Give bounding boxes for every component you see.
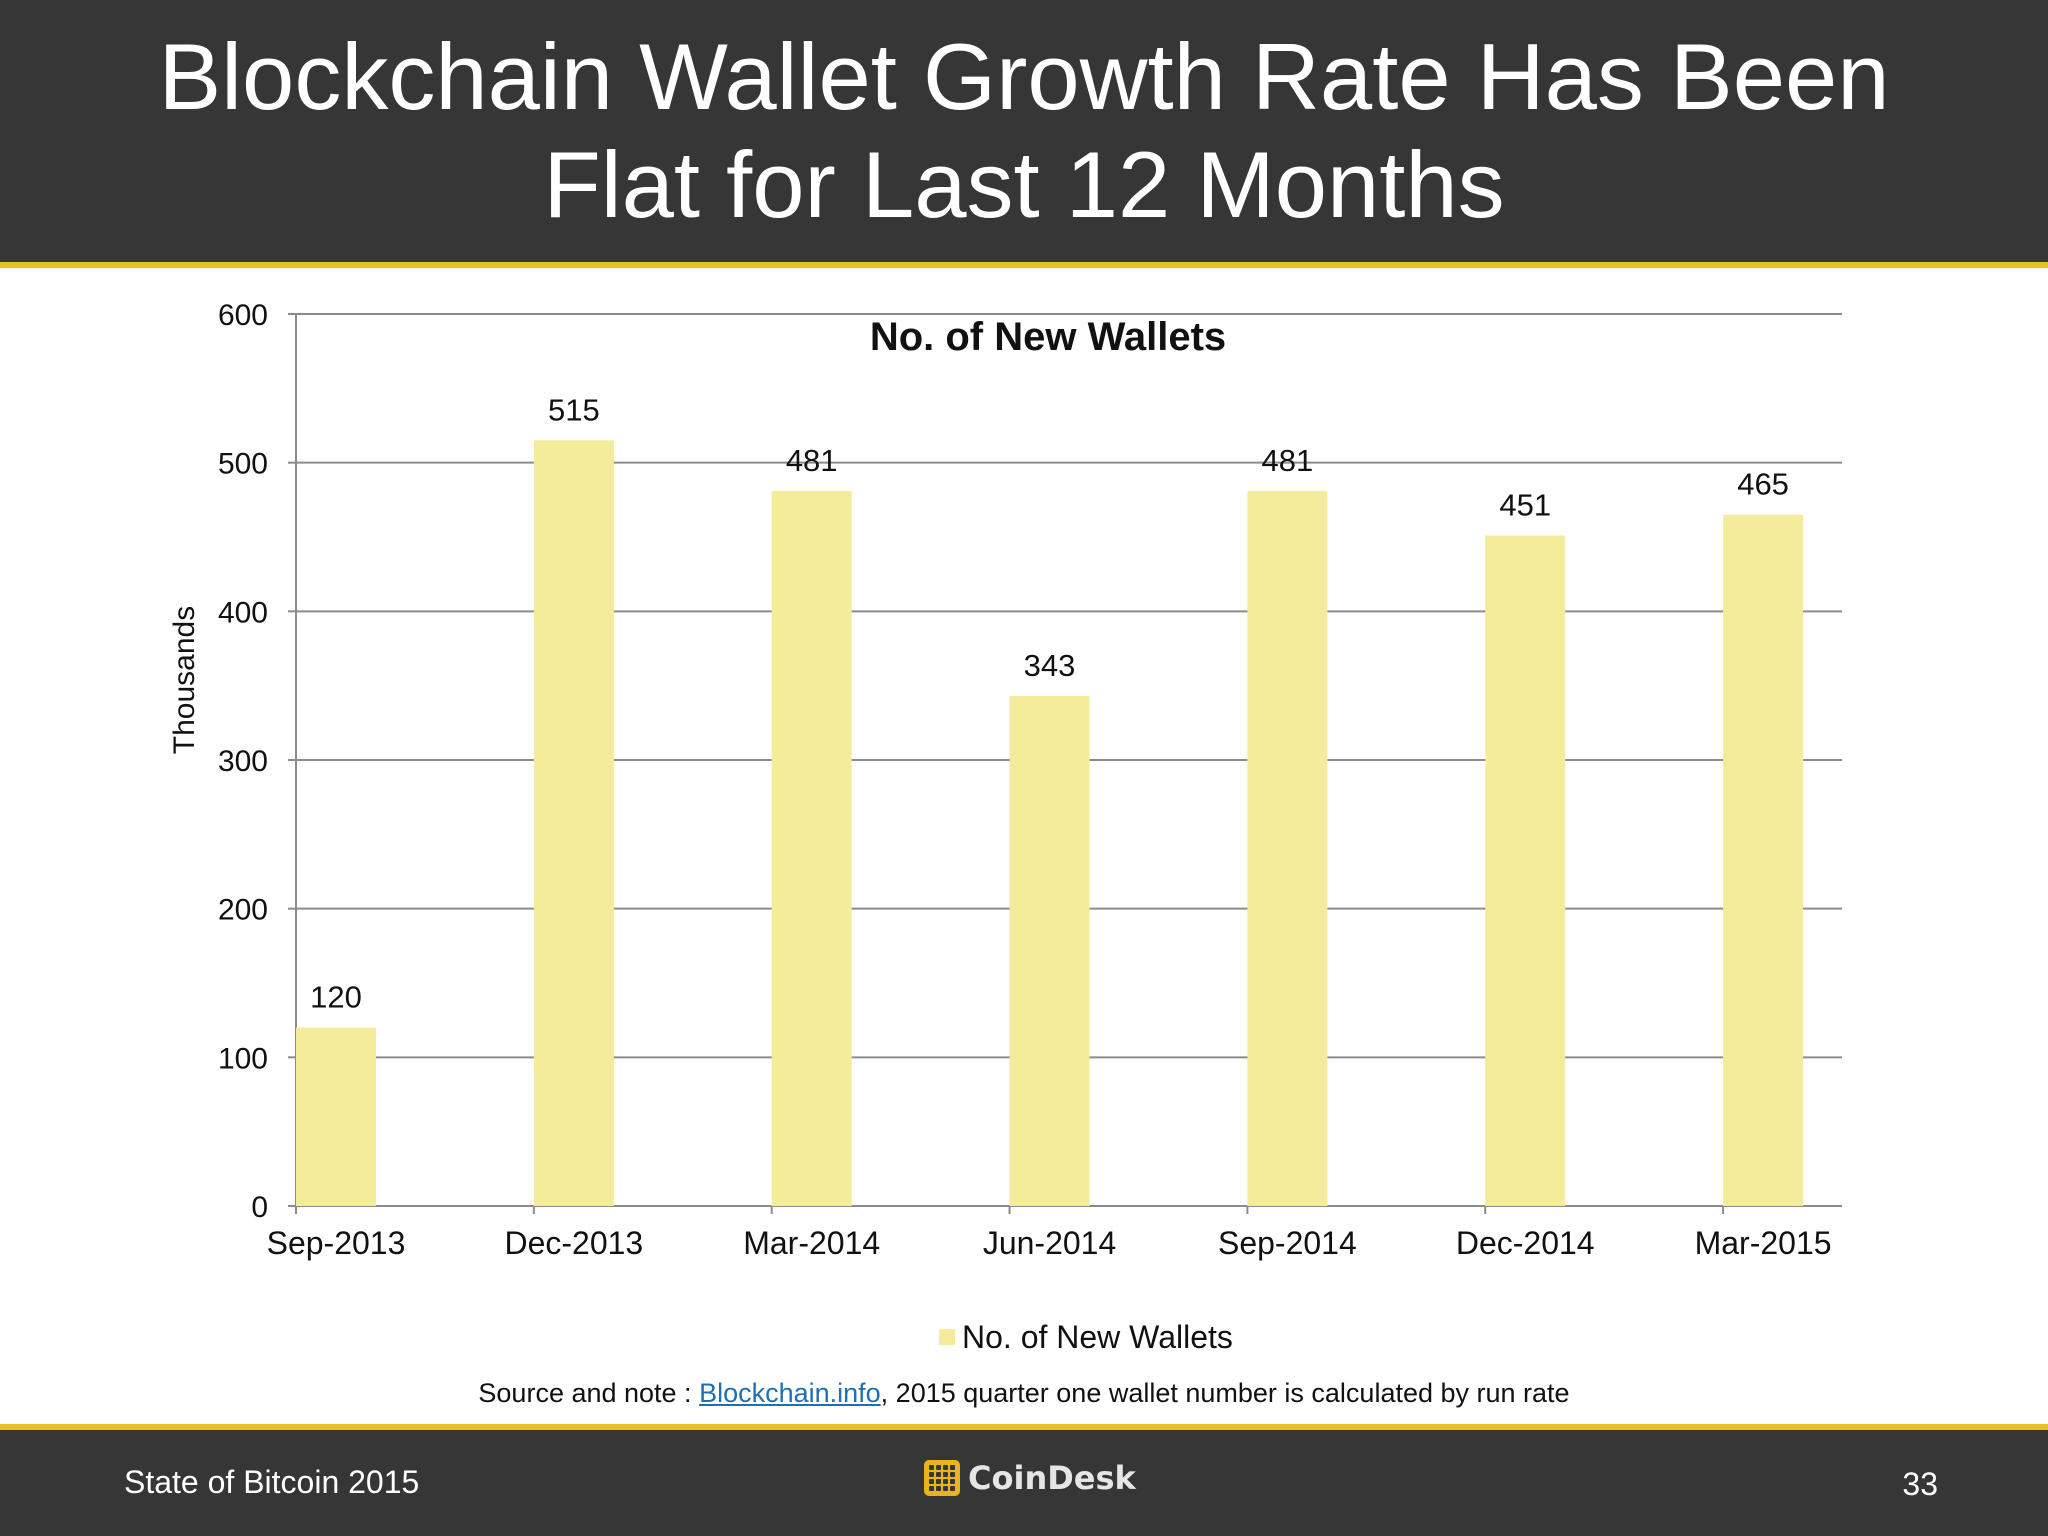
footer-deck-title: State of Bitcoin 2015 — [124, 1464, 420, 1500]
source-prefix: Source and note : — [478, 1378, 700, 1408]
bar-dec-2013 — [533, 440, 614, 1206]
x-tick-label: Sep-2014 — [1218, 1225, 1357, 1261]
bar-mar-2015 — [1723, 514, 1804, 1206]
data-label: 481 — [786, 443, 838, 478]
x-tick-label: Dec-2013 — [504, 1225, 643, 1261]
slide-title-line-1: Blockchain Wallet Growth Rate Has Been — [158, 24, 1890, 129]
slide-footer: State of Bitcoin 2015 CoinDesk 33 — [0, 1424, 2048, 1536]
y-tick-label: 100 — [218, 1042, 268, 1075]
brand-logo: CoinDesk — [924, 1458, 1136, 1498]
x-tick-label: Mar-2015 — [1695, 1225, 1832, 1261]
y-tick-label: 600 — [218, 299, 268, 332]
bar-sep-2013 — [296, 1027, 376, 1206]
x-tick-label: Jun-2014 — [983, 1225, 1116, 1261]
y-tick-label: 400 — [218, 596, 268, 629]
data-label: 343 — [1024, 648, 1076, 683]
bar-sep-2014 — [1247, 490, 1328, 1206]
x-tick-label: Dec-2014 — [1456, 1225, 1595, 1261]
bar-chart: 0 100 200 300 400 500 600 Thousands No. of New W… — [168, 299, 1842, 1355]
data-label: 515 — [548, 392, 600, 427]
slide-title-line-2: Flat for Last 12 Months — [543, 132, 1505, 237]
page-number: 33 — [1902, 1466, 1938, 1502]
bar-jun-2014 — [1009, 696, 1090, 1206]
source-link[interactable]: Blockchain.info — [699, 1378, 881, 1408]
coindesk-icon — [924, 1460, 960, 1496]
chart-title: No. of New Wallets — [870, 315, 1226, 359]
bar-dec-2014 — [1485, 535, 1566, 1206]
legend-swatch — [939, 1329, 955, 1345]
data-label: 481 — [1262, 443, 1314, 478]
y-axis-label: Thousands — [168, 606, 201, 754]
source-suffix: , 2015 quarter one wallet number is calc… — [880, 1378, 1570, 1408]
x-tick-label: Sep-2013 — [267, 1225, 406, 1261]
source-note: Source and note : Blockchain.info, 2015 … — [0, 1378, 2048, 1409]
y-tick-label: 0 — [251, 1191, 268, 1224]
brand-name: CoinDesk — [968, 1459, 1136, 1497]
legend-label: No. of New Wallets — [962, 1319, 1233, 1355]
data-label: 120 — [310, 980, 362, 1015]
data-label: 465 — [1737, 467, 1789, 502]
x-tick-label: Mar-2014 — [743, 1225, 880, 1261]
y-tick-label: 200 — [218, 894, 268, 927]
bar-mar-2014 — [771, 490, 852, 1206]
data-label: 451 — [1499, 488, 1551, 523]
slide-header: Blockchain Wallet Growth Rate Has Been F… — [0, 0, 2048, 268]
y-tick-label: 500 — [218, 448, 268, 481]
y-tick-label: 300 — [218, 745, 268, 778]
